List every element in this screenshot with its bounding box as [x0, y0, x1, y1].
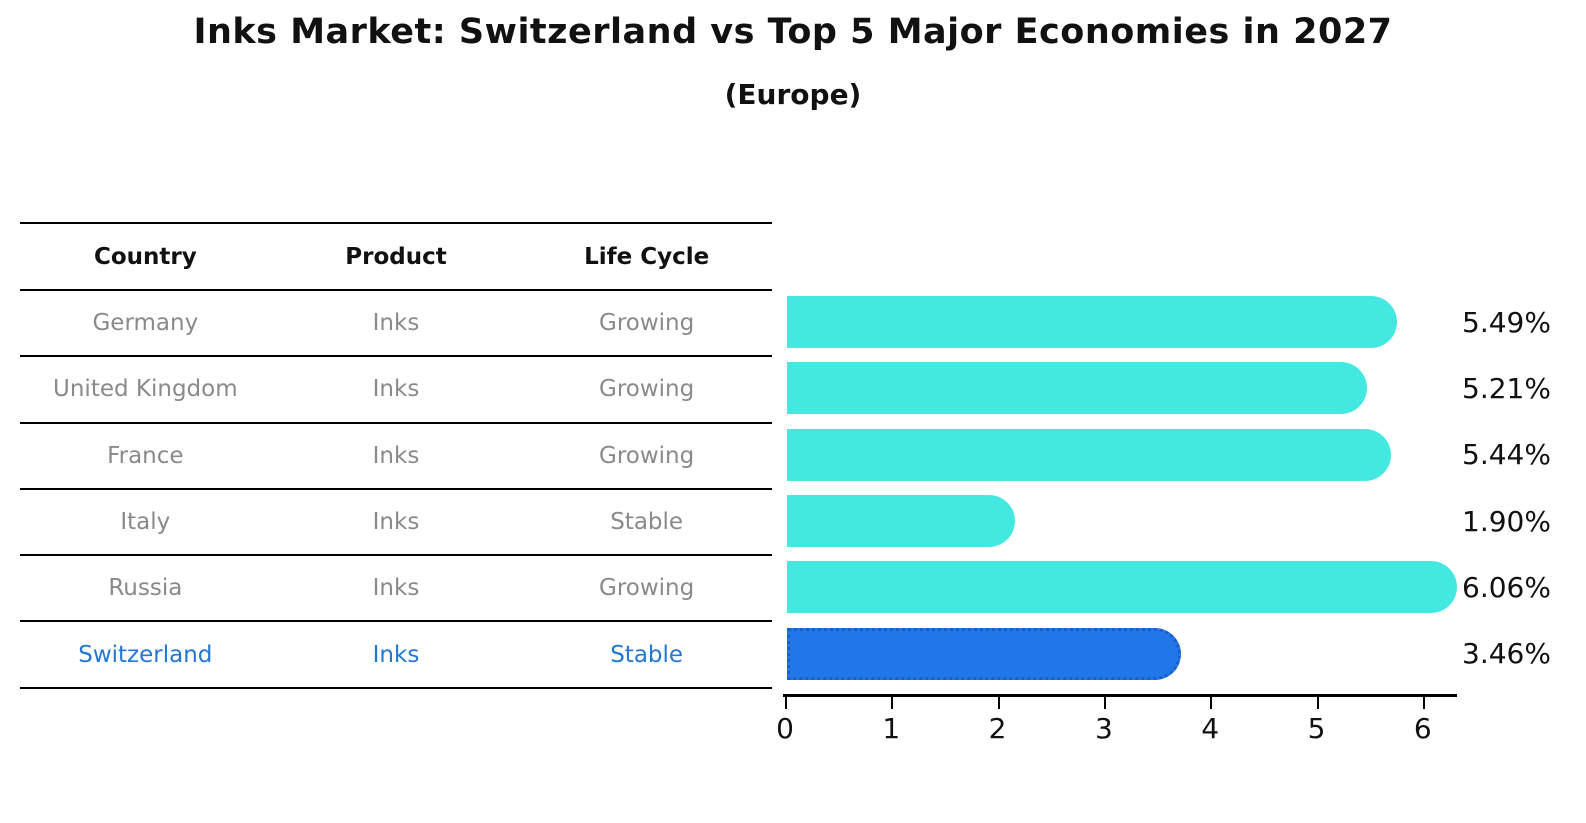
x-axis-tick — [785, 697, 787, 709]
x-axis-tick — [997, 697, 1000, 709]
x-axis-tick — [1316, 697, 1319, 709]
bar-united-kingdom — [787, 362, 1367, 415]
x-axis-tick-label: 2 — [988, 712, 1007, 745]
bar-russia — [787, 561, 1457, 614]
table-cell-country: Russia — [108, 575, 183, 602]
x-axis-tick — [1210, 697, 1213, 709]
table-cell-life-cycle: Growing — [599, 310, 695, 337]
table-row: Russia Inks Growing — [20, 556, 772, 623]
bar-value-label: 3.46% — [1462, 637, 1551, 671]
value-labels: 5.49% 5.21% 5.44% 1.90% 6.06% 3.46% — [1462, 289, 1582, 687]
table-cell-country: United Kingdom — [53, 376, 238, 403]
country-table: Country Product Life Cycle Germany Inks Gr… — [20, 222, 772, 689]
table-cell-product: Inks — [372, 310, 420, 337]
table-row: United Kingdom Inks Growing — [20, 357, 772, 424]
bar-value-label: 1.90% — [1462, 504, 1551, 538]
x-axis-line — [783, 694, 1457, 697]
table-cell-country: Switzerland — [78, 641, 213, 668]
table-row: Switzerland Inks Stable — [20, 622, 772, 689]
x-axis-tick-label: 0 — [776, 712, 794, 745]
table-row: France Inks Growing — [20, 424, 772, 490]
x-axis-tick — [891, 697, 894, 709]
table-body: Germany Inks Growing United Kingdom Inks Grow… — [20, 291, 772, 689]
table-cell-life-cycle: Growing — [599, 442, 695, 469]
x-axis-tick — [1103, 697, 1106, 709]
bar-row — [787, 488, 1487, 554]
x-axis-tick-label: 6 — [1413, 712, 1432, 745]
bar-italy — [787, 495, 1015, 548]
bar-france — [787, 428, 1391, 481]
x-axis-tick — [1422, 697, 1425, 709]
table-header-country: Country — [93, 243, 197, 270]
bar-row — [787, 289, 1487, 355]
x-axis-tick-label: 5 — [1307, 712, 1326, 745]
table-cell-product: Inks — [372, 442, 420, 469]
bar-row — [787, 355, 1487, 421]
bar-row — [787, 620, 1487, 686]
table-cell-life-cycle: Growing — [599, 575, 695, 602]
bar-highlight-switzerland — [787, 627, 1181, 680]
table-row: Germany Inks Growing — [20, 291, 772, 358]
bar-row — [787, 422, 1487, 488]
table-cell-product: Inks — [372, 575, 420, 602]
table-cell-product: Inks — [372, 376, 420, 403]
chart-title: Inks Market: Switzerland vs Top 5 Major … — [193, 12, 1393, 52]
bar-value-label: 5.21% — [1462, 371, 1551, 405]
table-cell-product: Inks — [372, 509, 420, 536]
table-header-product: Product — [345, 243, 447, 270]
table-header-row: Country Product Life Cycle — [20, 224, 772, 291]
bar-value-label: 5.49% — [1462, 305, 1551, 339]
table-cell-life-cycle: Growing — [599, 376, 695, 403]
bar-value-label: 5.44% — [1462, 438, 1551, 472]
table-cell-life-cycle: Stable — [610, 641, 684, 668]
table-cell-country: Italy — [120, 509, 171, 536]
x-axis-tick-label: 4 — [1201, 712, 1220, 745]
table-cell-product: Inks — [372, 641, 420, 668]
bar-germany — [787, 296, 1397, 349]
bar-row — [787, 554, 1487, 620]
chart-subtitle: (Europe) — [724, 78, 862, 111]
bar-chart — [787, 289, 1487, 687]
table-cell-country: Germany — [92, 310, 199, 337]
table-cell-country: France — [107, 442, 184, 469]
bar-value-label: 6.06% — [1462, 570, 1551, 604]
x-axis-tick-label: 1 — [882, 712, 901, 745]
table-row: Italy Inks Stable — [20, 490, 772, 557]
table-header-life-cycle: Life Cycle — [584, 243, 710, 270]
x-axis-tick-label: 3 — [1094, 712, 1113, 745]
table-cell-life-cycle: Stable — [610, 509, 684, 536]
